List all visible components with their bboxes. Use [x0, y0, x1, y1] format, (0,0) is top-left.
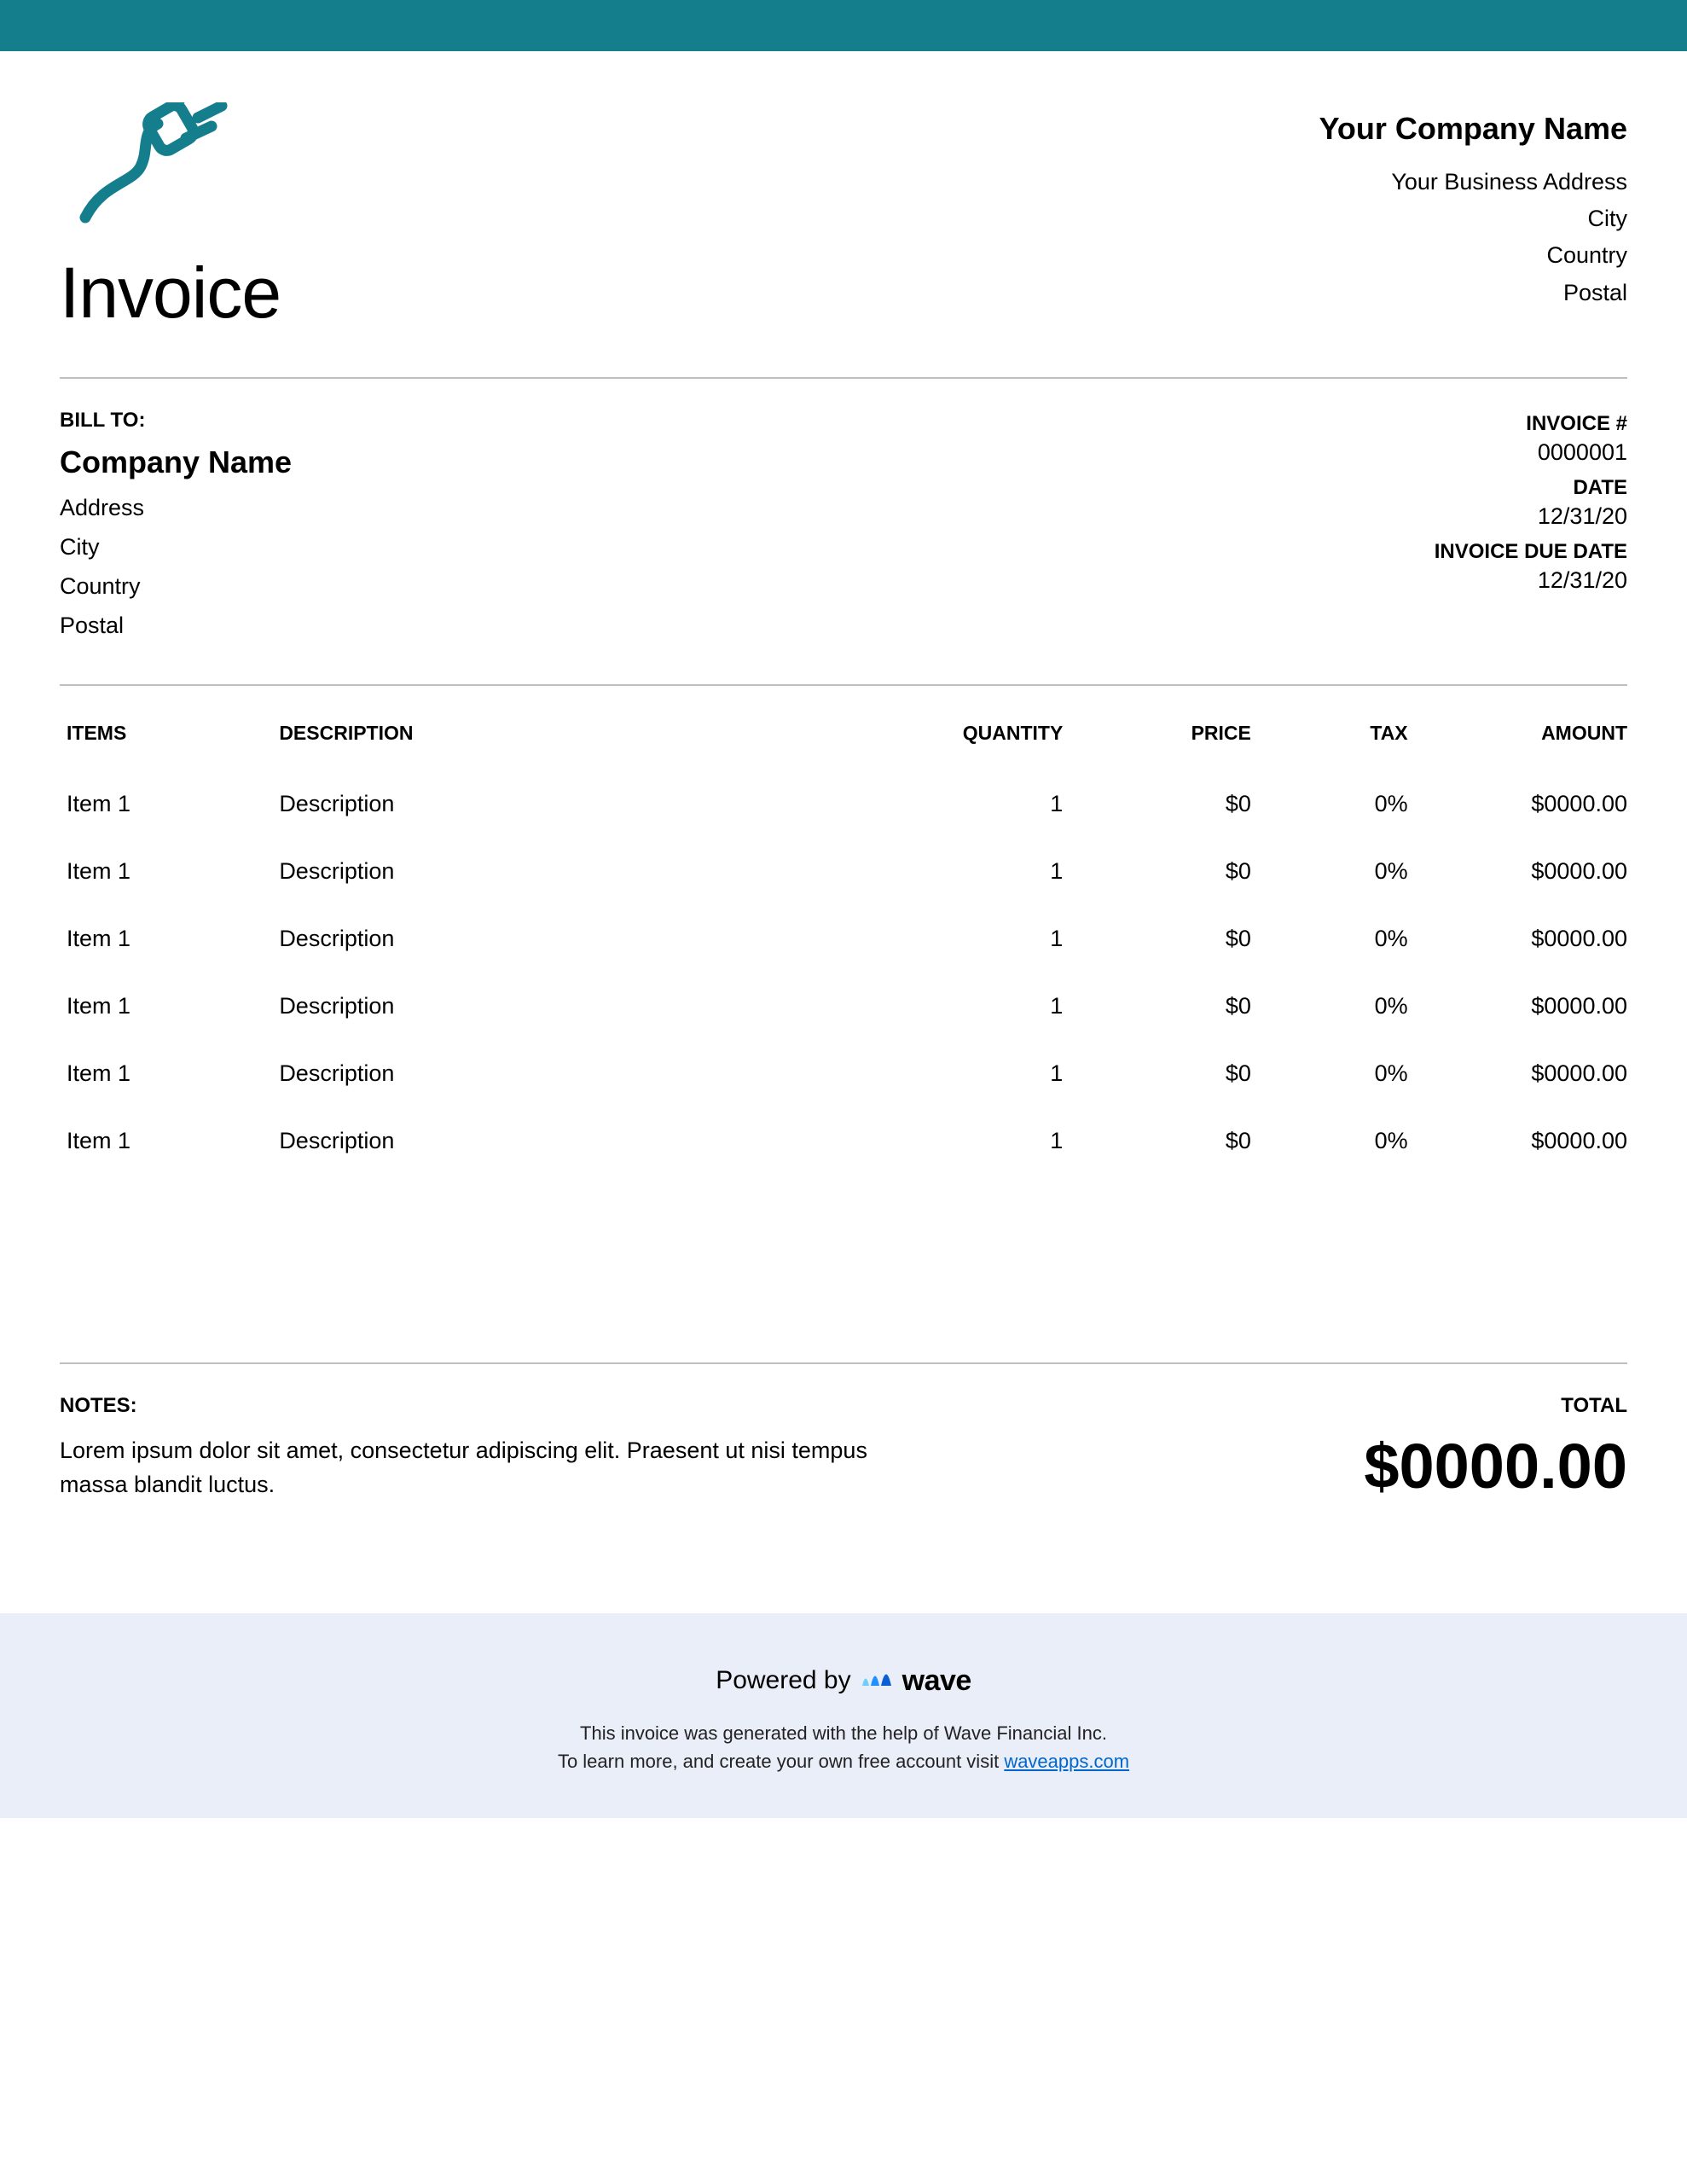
- top-accent-bar: [0, 0, 1687, 51]
- col-price: PRICE: [1063, 712, 1251, 770]
- col-items: ITEMS: [60, 712, 279, 770]
- sender-company-block: Your Company Name Your Business Address …: [1319, 102, 1627, 311]
- notes-label: NOTES:: [60, 1394, 922, 1418]
- plug-icon: [60, 102, 281, 235]
- invoice-number-label: INVOICE #: [1435, 412, 1627, 436]
- bill-to-block: BILL TO: Company Name Address City Count…: [60, 409, 292, 646]
- invoice-date-label: DATE: [1435, 476, 1627, 500]
- invoice-meta-block: INVOICE # 0000001 DATE 12/31/20 INVOICE …: [1435, 409, 1627, 646]
- col-tax: TAX: [1251, 712, 1408, 770]
- invoice-due-date: 12/31/20: [1435, 567, 1627, 594]
- cell-item: Item 1: [60, 838, 279, 905]
- cell-item: Item 1: [60, 973, 279, 1040]
- cell-qty: 1: [875, 770, 1064, 838]
- table-row: Item 1Description1$00%$0000.00: [60, 905, 1627, 973]
- cell-amount: $0000.00: [1408, 973, 1627, 1040]
- sender-postal: Postal: [1319, 275, 1627, 311]
- cell-desc: Description: [279, 770, 874, 838]
- table-row: Item 1Description1$00%$0000.00: [60, 1107, 1627, 1175]
- cell-price: $0: [1063, 838, 1251, 905]
- fine-print-line1: This invoice was generated with the help…: [0, 1719, 1687, 1747]
- powered-by-footer: Powered by wave This invoice was generat…: [0, 1613, 1687, 1818]
- cell-qty: 1: [875, 1040, 1064, 1107]
- cell-amount: $0000.00: [1408, 905, 1627, 973]
- cell-price: $0: [1063, 905, 1251, 973]
- cell-qty: 1: [875, 905, 1064, 973]
- cell-amount: $0000.00: [1408, 770, 1627, 838]
- invoice-date: 12/31/20: [1435, 503, 1627, 530]
- sender-country: Country: [1319, 237, 1627, 274]
- table-row: Item 1Description1$00%$0000.00: [60, 838, 1627, 905]
- table-row: Item 1Description1$00%$0000.00: [60, 973, 1627, 1040]
- cell-desc: Description: [279, 838, 874, 905]
- invoice-page: Invoice Your Company Name Your Business …: [0, 51, 1687, 1613]
- sender-city: City: [1319, 200, 1627, 237]
- cell-tax: 0%: [1251, 1040, 1408, 1107]
- notes-total-row: NOTES: Lorem ipsum dolor sit amet, conse…: [60, 1364, 1627, 1613]
- bill-to-country: Country: [60, 567, 292, 607]
- cell-price: $0: [1063, 973, 1251, 1040]
- cell-price: $0: [1063, 1107, 1251, 1175]
- cell-tax: 0%: [1251, 1107, 1408, 1175]
- notes-block: NOTES: Lorem ipsum dolor sit amet, conse…: [60, 1394, 922, 1502]
- wave-logo-icon: [860, 1664, 894, 1697]
- cell-amount: $0000.00: [1408, 1107, 1627, 1175]
- cell-qty: 1: [875, 973, 1064, 1040]
- wave-brand-text: wave: [902, 1664, 971, 1698]
- cell-tax: 0%: [1251, 838, 1408, 905]
- col-quantity: QUANTITY: [875, 712, 1064, 770]
- bill-to-address: Address: [60, 489, 292, 528]
- header-row: Invoice Your Company Name Your Business …: [60, 102, 1627, 334]
- fine-print: This invoice was generated with the help…: [0, 1719, 1687, 1775]
- cell-tax: 0%: [1251, 770, 1408, 838]
- sender-address: Your Business Address: [1319, 164, 1627, 200]
- cell-qty: 1: [875, 1107, 1064, 1175]
- total-block: TOTAL $0000.00: [1364, 1394, 1627, 1502]
- cell-tax: 0%: [1251, 973, 1408, 1040]
- spacer: [60, 1175, 1627, 1362]
- cell-tax: 0%: [1251, 905, 1408, 973]
- cell-desc: Description: [279, 973, 874, 1040]
- line-items-table: ITEMS DESCRIPTION QUANTITY PRICE TAX AMO…: [60, 712, 1627, 1175]
- cell-amount: $0000.00: [1408, 1040, 1627, 1107]
- cell-item: Item 1: [60, 1107, 279, 1175]
- total-label: TOTAL: [1364, 1394, 1627, 1418]
- bill-to-city: City: [60, 528, 292, 567]
- table-header-row: ITEMS DESCRIPTION QUANTITY PRICE TAX AMO…: [60, 712, 1627, 770]
- notes-text: Lorem ipsum dolor sit amet, consectetur …: [60, 1433, 922, 1502]
- bill-to-company: Company Name: [60, 444, 292, 480]
- cell-desc: Description: [279, 1107, 874, 1175]
- col-amount: AMOUNT: [1408, 712, 1627, 770]
- waveapps-link[interactable]: waveapps.com: [1004, 1751, 1129, 1772]
- powered-by-text: Powered by: [716, 1666, 850, 1695]
- cell-amount: $0000.00: [1408, 838, 1627, 905]
- invoice-number: 0000001: [1435, 439, 1627, 466]
- powered-by-line: Powered by wave: [0, 1664, 1687, 1698]
- cell-qty: 1: [875, 838, 1064, 905]
- cell-item: Item 1: [60, 770, 279, 838]
- logo-block: Invoice: [60, 102, 281, 334]
- sender-company-name: Your Company Name: [1319, 111, 1627, 147]
- separator: [60, 684, 1627, 686]
- fine-print-line2: To learn more, and create your own free …: [0, 1747, 1687, 1775]
- meta-row: BILL TO: Company Name Address City Count…: [60, 379, 1627, 684]
- table-row: Item 1Description1$00%$0000.00: [60, 1040, 1627, 1107]
- col-description: DESCRIPTION: [279, 712, 874, 770]
- cell-price: $0: [1063, 770, 1251, 838]
- cell-desc: Description: [279, 1040, 874, 1107]
- total-amount: $0000.00: [1364, 1430, 1627, 1502]
- bill-to-postal: Postal: [60, 607, 292, 646]
- cell-item: Item 1: [60, 1040, 279, 1107]
- cell-item: Item 1: [60, 905, 279, 973]
- invoice-due-label: INVOICE DUE DATE: [1435, 540, 1627, 564]
- cell-desc: Description: [279, 905, 874, 973]
- bill-to-label: BILL TO:: [60, 409, 292, 433]
- document-title: Invoice: [60, 252, 281, 334]
- table-row: Item 1Description1$00%$0000.00: [60, 770, 1627, 838]
- cell-price: $0: [1063, 1040, 1251, 1107]
